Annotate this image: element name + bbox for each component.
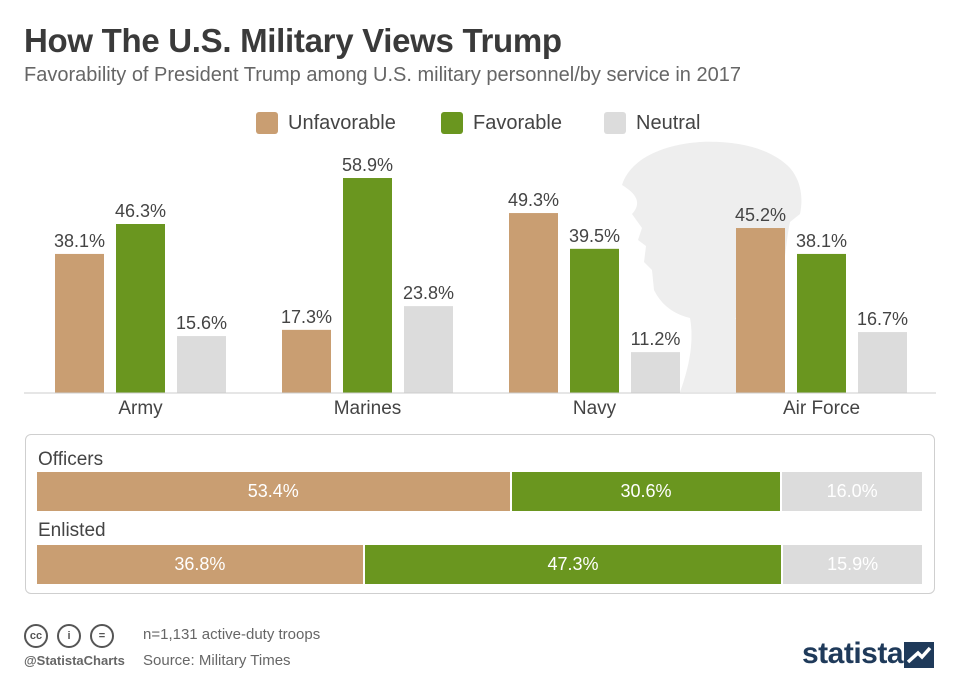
legend-label-unfavorable: Unfavorable (288, 111, 396, 134)
legend-label-neutral: Neutral (636, 111, 701, 134)
segment-officers-neutral: 16.0% (780, 472, 922, 511)
legend-item-unfavorable: Unfavorable (256, 110, 396, 136)
bar-chart: 38.1% 46.3% 15.6% Army 17.3% 58.9% 23.8% Marine… (24, 141, 936, 419)
data-label-navy-unfavorable: 49.3% (508, 190, 559, 210)
data-label-navy-neutral: 11.2% (631, 329, 681, 349)
bar-air-force-favorable (797, 253, 846, 393)
source-note: Source: Military Times (143, 652, 291, 669)
data-label-marines-unfavorable: 17.3% (281, 307, 332, 327)
x-tick-label-navy: Navy (573, 398, 617, 419)
chart-title: How The U.S. Military Views Trump (24, 22, 562, 59)
bar-army-favorable (116, 224, 165, 393)
data-label-army-favorable: 46.3% (115, 201, 166, 221)
sample-note: n=1,131 active-duty troops (143, 626, 321, 643)
data-label-army-unfavorable: 38.1% (54, 231, 105, 251)
data-label-air-force-neutral: 16.7% (857, 309, 908, 329)
background-silhouette (622, 141, 802, 392)
data-label-air-force-favorable: 38.1% (796, 231, 847, 251)
nd-icon[interactable]: = (90, 624, 114, 648)
segment-enlisted-unfavorable: 36.8% (37, 545, 363, 584)
segment-officers-unfavorable: 53.4% (37, 472, 510, 511)
group-label-enlisted: Enlisted (38, 520, 106, 541)
legend-item-favorable: Favorable (441, 110, 562, 136)
legend-swatch-favorable (441, 112, 463, 134)
bar-navy-neutral (631, 352, 680, 393)
by-icon[interactable]: i (57, 624, 81, 648)
legend-swatch-neutral (604, 112, 626, 134)
segment-enlisted-favorable: 47.3% (362, 545, 782, 584)
segment-enlisted-neutral: 15.9% (781, 545, 922, 584)
segment-officers-favorable: 30.6% (509, 472, 781, 511)
chart-subtitle: Favorability of President Trump among U.… (24, 64, 741, 86)
license-icons: cc i = (24, 624, 123, 648)
bar-air-force-unfavorable (736, 228, 785, 393)
statista-logo-text[interactable]: statista (802, 637, 904, 670)
stacked-bar-officers: 53.4% 30.6% 16.0% (37, 472, 922, 511)
bar-marines-favorable (343, 178, 392, 393)
cc-icon[interactable]: cc (24, 624, 48, 648)
bar-navy-favorable (570, 248, 619, 393)
group-label-officers: Officers (38, 449, 104, 470)
data-label-air-force-unfavorable: 45.2% (735, 205, 786, 225)
bar-navy-unfavorable (509, 213, 558, 393)
data-label-navy-favorable: 39.5% (569, 226, 620, 246)
bar-air-force-neutral (858, 332, 907, 393)
x-tick-label-army: Army (118, 398, 163, 419)
bar-army-unfavorable (55, 253, 104, 393)
legend-label-favorable: Favorable (473, 111, 562, 134)
x-tick-label-air-force: Air Force (783, 398, 860, 419)
bars-layer: 38.1% 46.3% 15.6% Army 17.3% 58.9% 23.8% Marine… (54, 155, 908, 419)
bar-marines-neutral (404, 306, 453, 393)
statista-logo-icon[interactable] (904, 642, 934, 668)
breakdown-panel: Officers 53.4% 30.6% 16.0% Enlisted 36.8… (25, 434, 935, 594)
legend: Unfavorable Favorable Neutral (0, 110, 960, 136)
data-label-marines-neutral: 23.8% (403, 283, 454, 303)
bar-army-neutral (177, 336, 226, 393)
legend-item-neutral: Neutral (604, 110, 700, 136)
data-label-marines-favorable: 58.9% (342, 155, 393, 175)
stacked-bar-enlisted: 36.8% 47.3% 15.9% (37, 545, 922, 584)
legend-swatch-unfavorable (256, 112, 278, 134)
statista-handle[interactable]: @StatistaCharts (24, 653, 125, 668)
x-tick-label-marines: Marines (334, 398, 402, 419)
data-label-army-neutral: 15.6% (176, 313, 227, 333)
bar-marines-unfavorable (282, 329, 331, 393)
